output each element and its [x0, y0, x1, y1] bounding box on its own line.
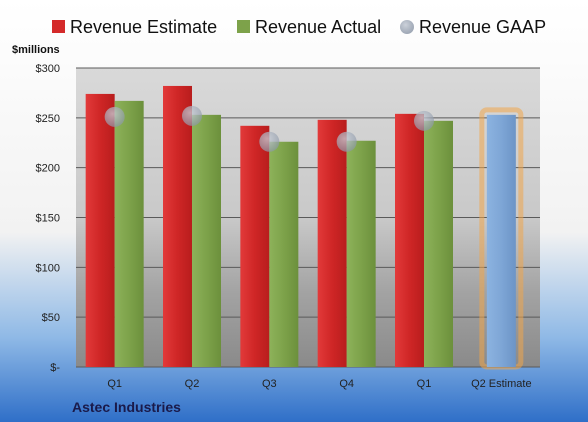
y-tick-label: $- [50, 362, 60, 374]
bar-projected [486, 114, 516, 368]
y-tick-label: $150 [36, 213, 60, 225]
x-axis-ticks: Q1 Q2 Q3 Q4 Q1 Q2 Estimate [107, 378, 531, 390]
x-tick-label: Q4 [339, 378, 354, 390]
gaap-marker [414, 110, 434, 131]
legend: Revenue Estimate Revenue Actual Revenue … [52, 17, 546, 37]
bar-actual [269, 141, 299, 367]
bar-estimate [163, 85, 192, 367]
gridlines [76, 67, 540, 368]
gaap-marker [336, 131, 357, 152]
legend-swatch-estimate [52, 20, 65, 33]
legend-label-estimate: Revenue Estimate [70, 17, 217, 37]
company-name: Astec Industries [72, 399, 181, 415]
y-tick-label: $100 [36, 262, 60, 274]
x-tick-label: Q1 [417, 378, 432, 390]
legend-label-gaap: Revenue GAAP [419, 17, 546, 37]
unit-label: $millions [12, 44, 60, 56]
bar-actual [114, 100, 144, 367]
bar-actual [192, 114, 221, 368]
y-tick-label: $300 [36, 63, 60, 75]
bars [85, 85, 524, 370]
gaap-marker [259, 131, 280, 152]
bar-estimate [240, 125, 270, 367]
bar-estimate [395, 113, 424, 367]
legend-label-actual: Revenue Actual [255, 17, 381, 37]
x-tick-label: Q1 [107, 378, 122, 390]
x-tick-label: Q2 Estimate [471, 378, 532, 390]
x-tick-label: Q2 [185, 378, 200, 390]
legend-swatch-gaap [400, 20, 414, 34]
legend-swatch-actual [237, 20, 250, 33]
y-tick-label: $50 [42, 312, 60, 324]
bar-actual [424, 120, 453, 367]
gaap-markers [104, 105, 434, 152]
gaap-marker [182, 105, 202, 126]
gaap-marker [104, 106, 125, 127]
bar-estimate [85, 93, 115, 367]
y-tick-label: $250 [36, 113, 60, 125]
y-tick-label: $200 [36, 163, 60, 175]
bar-actual [346, 140, 376, 367]
y-axis-ticks: $- $50 $100 $150 $200 $250 $300 [36, 63, 61, 374]
bar-estimate [317, 119, 347, 368]
x-tick-label: Q3 [262, 378, 277, 390]
